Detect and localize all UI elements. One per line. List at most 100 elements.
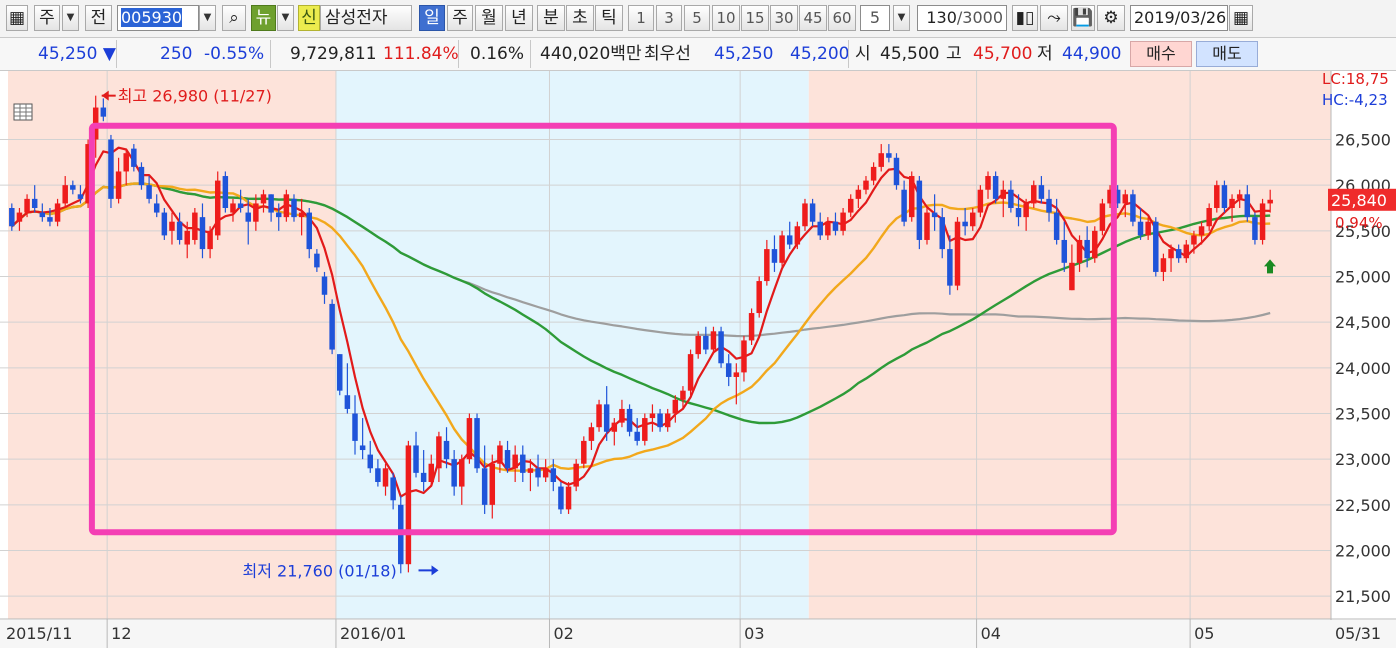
count-input[interactable]: 130/3000 — [917, 5, 1007, 31]
interval-10-button[interactable]: 10 — [712, 5, 740, 31]
candle — [413, 431, 419, 478]
period-day-tab[interactable]: 일 — [419, 5, 445, 31]
candle-body — [504, 450, 511, 469]
search-icon[interactable]: ⌕ — [222, 5, 246, 31]
candle — [1130, 189, 1136, 227]
candle-body — [275, 212, 282, 218]
interval-30-button[interactable]: 30 — [770, 5, 798, 31]
candle-body — [1214, 185, 1220, 208]
price-down-icon: ▼ — [102, 44, 116, 64]
candle — [62, 176, 68, 208]
interval-60-button[interactable]: 60 — [828, 5, 856, 31]
interval-3-button[interactable]: 3 — [656, 5, 682, 31]
candle-body — [901, 189, 907, 222]
candle — [1214, 180, 1220, 213]
candle-body — [100, 107, 107, 117]
prev-button[interactable]: 전 — [85, 5, 112, 31]
trend-line-icon[interactable]: ⤳ — [1040, 5, 1068, 31]
candle — [794, 221, 801, 250]
candle — [382, 463, 389, 496]
interval-5-button[interactable]: 5 — [684, 5, 710, 31]
candle — [588, 422, 595, 451]
candle — [565, 482, 572, 514]
candle — [47, 208, 53, 227]
candle-body — [1038, 185, 1045, 199]
interval-45-button[interactable]: 45 — [799, 5, 827, 31]
period-tick-tab[interactable]: 틱 — [595, 5, 623, 31]
news-button[interactable]: 뉴 — [251, 5, 276, 31]
interval-dropdown-icon[interactable]: ▼ — [893, 5, 910, 31]
best-price-label: 최우선 — [644, 44, 691, 64]
candle — [497, 440, 503, 473]
turnover-rate: 0.16% — [470, 44, 525, 64]
candle-body — [1153, 221, 1159, 272]
candle — [718, 326, 724, 368]
candle — [901, 180, 907, 227]
candlestick-chart[interactable]: 21,500 22,000 22,500 23,000 23,500 24,000 24,5… — [0, 71, 1396, 648]
candle — [748, 308, 755, 345]
candle-body — [855, 189, 862, 199]
chart-menu-icon[interactable]: ▦ — [6, 5, 28, 31]
period-minute-tab[interactable]: 분 — [537, 5, 565, 31]
period-month-tab[interactable]: 월 — [475, 5, 503, 31]
candle-type-icon[interactable]: ▮▯ — [1012, 5, 1038, 31]
sell-button[interactable]: 매도 — [1196, 41, 1258, 67]
candle-body — [359, 445, 366, 451]
candle — [1114, 185, 1121, 208]
period-year-tab[interactable]: 년 — [505, 5, 533, 31]
candle — [847, 194, 854, 218]
stock-code-dropdown-icon[interactable]: ▼ — [199, 5, 216, 31]
candle-body — [192, 212, 198, 240]
candle — [253, 194, 259, 231]
credit-button[interactable]: 신 — [298, 5, 320, 31]
candle-body — [847, 198, 854, 213]
candle — [725, 354, 732, 387]
date-input[interactable]: 2019/03/26 — [1130, 5, 1228, 31]
candle-body — [283, 194, 290, 218]
x-tick-label: 12 — [111, 624, 131, 643]
candle — [31, 185, 38, 213]
candle — [558, 482, 564, 514]
candle-body — [954, 221, 961, 286]
candle-body — [817, 221, 823, 236]
candle — [176, 212, 183, 245]
candle-body — [1000, 189, 1007, 199]
candle — [1092, 226, 1098, 263]
settings-gear-icon[interactable]: ⚙ — [1097, 5, 1125, 31]
candle — [809, 198, 816, 227]
interval-1-button[interactable]: 1 — [628, 5, 654, 31]
candle-body — [565, 486, 572, 510]
candle-body — [802, 203, 808, 227]
market-type-select[interactable]: 주 — [34, 5, 60, 31]
candle-body — [1229, 198, 1235, 208]
candle-body — [245, 212, 251, 222]
candle-body — [550, 468, 557, 482]
candle-body — [947, 249, 953, 286]
interval-input[interactable]: 5 — [860, 5, 890, 31]
save-icon[interactable]: 💾 — [1071, 5, 1095, 31]
candle-body — [1008, 189, 1014, 208]
buy-button[interactable]: 매수 — [1130, 41, 1192, 67]
candle-body — [1168, 249, 1174, 259]
candle-body — [970, 212, 976, 227]
candle-body — [39, 212, 46, 218]
candle — [703, 326, 709, 355]
y-tick-label: 21,500 — [1335, 587, 1391, 606]
candle-body — [1236, 194, 1243, 199]
news-dropdown-icon[interactable]: ▼ — [277, 5, 294, 31]
interval-15-button[interactable]: 15 — [741, 5, 769, 31]
candle — [489, 454, 496, 519]
candle — [131, 144, 137, 172]
high-annotation: 최고 26,980 (11/27) — [118, 87, 272, 106]
period-second-tab[interactable]: 초 — [566, 5, 594, 31]
candle-body — [657, 413, 663, 428]
calendar-icon[interactable]: ▦ — [1229, 5, 1253, 31]
candle — [1168, 244, 1174, 272]
candle — [527, 459, 534, 492]
period-week-tab[interactable]: 주 — [447, 5, 473, 31]
candle-body — [123, 153, 129, 172]
market-type-dropdown-icon[interactable]: ▼ — [62, 5, 79, 31]
open-label: 시 — [855, 44, 871, 64]
stock-code-input[interactable]: 005930 — [117, 5, 199, 31]
candle — [199, 203, 206, 259]
